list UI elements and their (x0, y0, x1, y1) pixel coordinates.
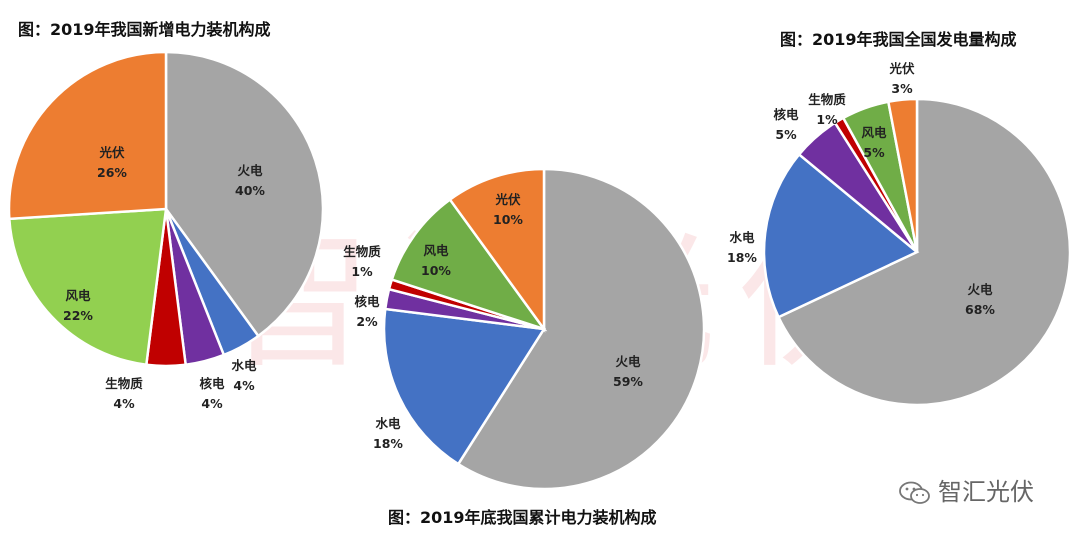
slice-value-generation-4: 5% (863, 145, 885, 160)
slice-label-new-capacity-3: 生物质 (105, 376, 143, 391)
slice-label-new-capacity-4: 风电 (65, 288, 91, 303)
slice-label-cumulative-capacity-5: 光伏 (494, 192, 521, 207)
slice-label-generation-1: 水电 (729, 230, 755, 245)
slice-value-cumulative-capacity-2: 2% (356, 314, 378, 329)
pie-slice-new-capacity-4 (7, 207, 168, 367)
slice-label-generation-5: 光伏 (888, 61, 915, 76)
slice-label-generation-0: 火电 (967, 282, 993, 297)
slice-label-cumulative-capacity-0: 火电 (615, 354, 641, 369)
slice-value-cumulative-capacity-4: 10% (421, 263, 451, 278)
slice-value-new-capacity-0: 40% (235, 183, 265, 198)
slice-value-cumulative-capacity-5: 10% (493, 212, 523, 227)
slice-label-cumulative-capacity-4: 风电 (423, 243, 449, 258)
chart-title-new-capacity: 图：2019年我国新增电力装机构成 (18, 20, 271, 39)
pie-slice-cumulative-capacity-0 (456, 167, 706, 491)
slice-label-new-capacity-2: 核电 (199, 376, 225, 391)
slice-value-cumulative-capacity-1: 18% (373, 436, 403, 451)
slice-value-new-capacity-5: 26% (97, 165, 127, 180)
slice-label-cumulative-capacity-3: 生物质 (343, 244, 381, 259)
slice-label-generation-3: 生物质 (808, 92, 846, 107)
slice-label-cumulative-capacity-2: 核电 (354, 294, 380, 309)
slice-label-new-capacity-1: 水电 (231, 358, 257, 373)
slice-label-generation-4: 风电 (861, 125, 887, 140)
chart-title-generation: 图：2019年我国全国发电量构成 (780, 30, 1017, 49)
slice-label-new-capacity-0: 火电 (237, 163, 263, 178)
slice-label-new-capacity-5: 光伏 (98, 145, 125, 160)
pie-slice-new-capacity-5 (7, 50, 168, 221)
pie-cumulative-capacity: 火电 59% 水电 18% 核电 2% 生物质 1% 风电 10% 光伏 10% (343, 167, 706, 491)
pie-new-capacity: 火电 40% 水电 4% 核电 4% 生物质 4% 风电 22% 光伏 26% (7, 50, 325, 411)
slice-value-generation-5: 3% (891, 81, 913, 96)
slice-label-cumulative-capacity-1: 水电 (375, 416, 401, 431)
pie-slice-generation-0 (776, 97, 1072, 407)
slice-label-generation-2: 核电 (773, 107, 799, 122)
slice-value-new-capacity-2: 4% (201, 396, 223, 411)
slice-value-generation-2: 5% (775, 127, 797, 142)
pie-slice-new-capacity-0 (164, 50, 325, 338)
slice-value-new-capacity-4: 22% (63, 308, 93, 323)
slice-value-cumulative-capacity-3: 1% (351, 264, 373, 279)
slice-value-generation-0: 68% (965, 302, 995, 317)
pie-slice-cumulative-capacity-4 (390, 197, 548, 332)
wechat-icon (899, 481, 930, 504)
pie-slice-cumulative-capacity-1 (382, 307, 547, 466)
pie-slice-cumulative-capacity-5 (448, 167, 546, 333)
pie-generation: 火电 68% 水电 18% 核电 5% 生物质 1% 风电 5% 光伏 3% (727, 61, 1072, 407)
slice-value-new-capacity-3: 4% (113, 396, 135, 411)
brand-mark: 智汇光伏 (898, 472, 1034, 507)
pie-slice-generation-1 (762, 152, 920, 319)
pie-slice-generation-5 (886, 97, 919, 253)
chart-title-cumulative-capacity: 图：2019年底我国累计电力装机构成 (388, 508, 657, 527)
slice-value-new-capacity-1: 4% (233, 378, 255, 393)
slice-value-cumulative-capacity-0: 59% (613, 374, 643, 389)
slice-value-generation-3: 1% (816, 112, 838, 127)
slice-value-generation-1: 18% (727, 250, 757, 265)
brand-name: 智汇光伏 (938, 478, 1034, 506)
